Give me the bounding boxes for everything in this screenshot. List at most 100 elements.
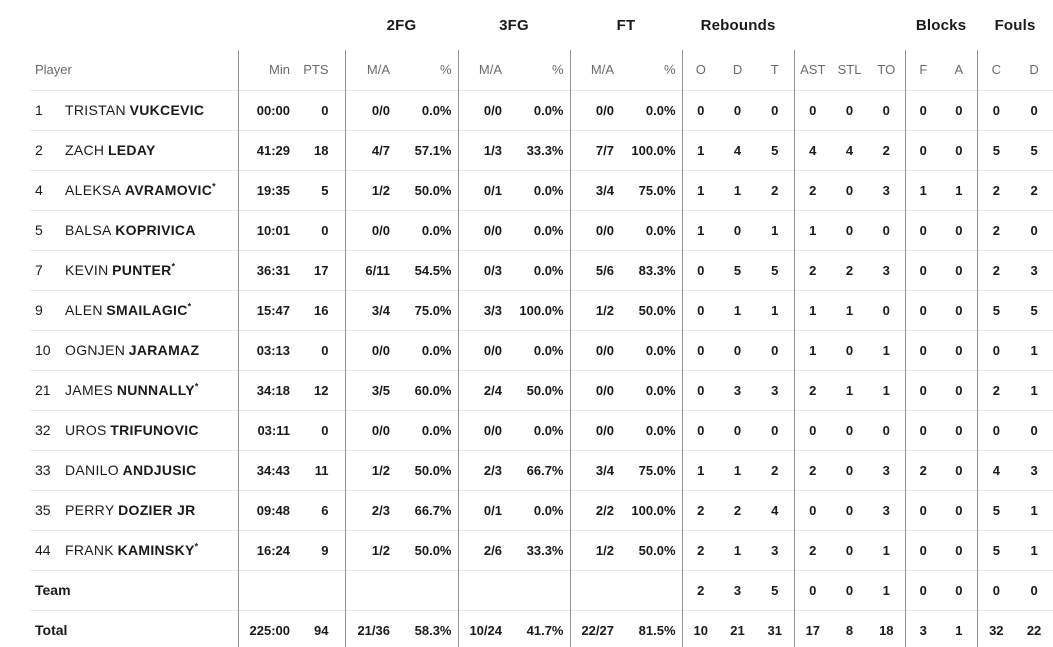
jersey-number: 9 [35,302,43,318]
player-row: 2 ZACH LEDAY 41:29 18 4/7 57.1% 1/3 33.3% 7/7 100… [30,129,1053,170]
ft-made-attempted-cell: 0/0 [570,209,630,250]
starter-asterisk: * [194,541,199,552]
jersey-number: 7 [35,262,43,278]
blocks-for-cell: 3 [905,609,942,647]
blocks-against-cell: 0 [941,409,978,450]
column-header-row: Player Min PTS M/A % M/A % M/A % O D T A… [30,50,1053,90]
blocks-for-cell: 1 [905,169,942,210]
min-cell: 225:00 [238,609,300,647]
steals-cell: 0 [831,409,869,450]
steals-cell: 1 [831,289,869,330]
blocks-for-cell: 0 [905,289,942,330]
fg2-percent-cell: 60.0% [406,369,459,410]
pts-cell: 16 [300,289,346,330]
turnovers-cell: 1 [868,529,906,570]
fg2-percent-cell: 54.5% [406,249,459,290]
pts-cell [300,569,346,610]
offensive-rebounds-cell: 1 [682,209,720,250]
steals-cell: 0 [831,529,869,570]
ft-percent-cell [630,569,683,610]
ft-percent-cell: 0.0% [630,409,683,450]
fouls-drawn-cell: 22 [1015,609,1053,647]
fg2-made-attempted-cell: 1/2 [345,449,406,490]
group-header-row: 2FG 3FG FT Rebounds Blocks Fouls [30,0,1053,50]
ft-percent-cell: 75.0% [630,169,683,210]
player-first-name: DANILO [65,462,119,478]
player-last-name: DOZIER JR [118,502,196,518]
steals-cell: 0 [831,489,869,530]
min-cell: 41:29 [238,129,300,170]
offensive-rebounds-cell: 0 [682,249,720,290]
min-cell: 36:31 [238,249,300,290]
defensive-rebounds-cell: 2 [719,489,757,530]
fg2-percent-cell [406,569,459,610]
jersey-number: 44 [35,542,51,558]
blocks-for-cell: 0 [905,329,942,370]
assists-cell: 1 [794,209,832,250]
defensive-rebounds-cell: 21 [719,609,757,647]
fg2-percent-cell: 66.7% [406,489,459,530]
ft-percent-cell: 0.0% [630,369,683,410]
offensive-rebounds-cell: 1 [682,449,720,490]
pts-cell: 9 [300,529,346,570]
steals-cell: 0 [831,569,869,610]
total-rebounds-cell: 3 [756,369,795,410]
steals-cell: 0 [831,449,869,490]
offensive-rebounds-cell: 1 [682,169,720,210]
ft-made-attempted-cell: 1/2 [570,289,630,330]
fg3-made-attempted-cell: 0/1 [458,169,518,210]
blocks-for-cell: 0 [905,489,942,530]
offensive-rebounds-cell: 2 [682,529,720,570]
blocks-for-cell: 0 [905,249,942,290]
fg2-made-attempted-cell: 3/4 [345,289,406,330]
assists-cell: 2 [794,529,832,570]
offensive-rebounds-cell: 2 [682,489,720,530]
fg2-made-attempted-cell: 0/0 [345,209,406,250]
fg2-percent-cell: 0.0% [406,89,459,130]
ft-percent-cell: 100.0% [630,489,683,530]
steals-cell: 0 [831,169,869,210]
min-cell: 10:01 [238,209,300,250]
ft-percent-cell: 0.0% [630,89,683,130]
fouls-drawn-cell: 2 [1015,169,1053,210]
turnovers-cell: 3 [868,169,906,210]
fg2-percent-cell: 58.3% [406,609,459,647]
jersey-number: 4 [35,182,43,198]
player-cell: 7 KEVIN PUNTER* [30,249,239,290]
offensive-rebounds-cell: 0 [682,409,720,450]
total-rebounds-cell: 3 [756,529,795,570]
ft-made-attempted-cell: 5/6 [570,249,630,290]
blocks-for-cell: 0 [905,369,942,410]
fg3-percent-cell: 0.0% [518,249,571,290]
defensive-rebounds-cell: 0 [719,89,757,130]
player-first-name: ALEN [65,302,103,318]
total-rebounds-cell: 5 [756,129,795,170]
ft-made-attempted-cell: 1/2 [570,529,630,570]
pts-cell: 0 [300,329,346,370]
player-row: 10 OGNJEN JARAMAZ 03:13 0 0/0 0.0% 0/0 0.0% 0/0 0… [30,329,1053,370]
fg3-percent-cell: 0.0% [518,409,571,450]
player-row: 1 TRISTAN VUKCEVIC 00:00 0 0/0 0.0% 0/0 0.0% 0/0… [30,89,1053,130]
ft-made-attempted-cell: 3/4 [570,449,630,490]
fouls-committed-cell: 0 [977,409,1016,450]
pts-cell: 0 [300,209,346,250]
player-first-name: OGNJEN [65,342,126,358]
group-header-spacer-player [30,0,238,50]
ft-percent-cell: 100.0% [630,129,683,170]
player-last-name: VUKCEVIC [129,102,205,118]
starter-asterisk: * [171,261,176,272]
pts-cell: 94 [300,609,346,647]
group-header-3fg: 3FG [499,16,529,34]
player-last-name: TRIFUNOVIC [110,422,199,438]
total-rebounds-cell: 1 [756,289,795,330]
min-cell: 00:00 [238,89,300,130]
assists-cell: 4 [794,129,832,170]
defensive-rebounds-cell: 4 [719,129,757,170]
team-row: Team 2 3 5 0 0 1 0 0 0 0 [30,569,1053,610]
fg2-percent-cell: 75.0% [406,289,459,330]
fouls-committed-cell: 5 [977,529,1016,570]
ft-made-attempted-cell: 22/27 [570,609,630,647]
turnovers-cell: 0 [868,89,906,130]
min-cell: 16:24 [238,529,300,570]
